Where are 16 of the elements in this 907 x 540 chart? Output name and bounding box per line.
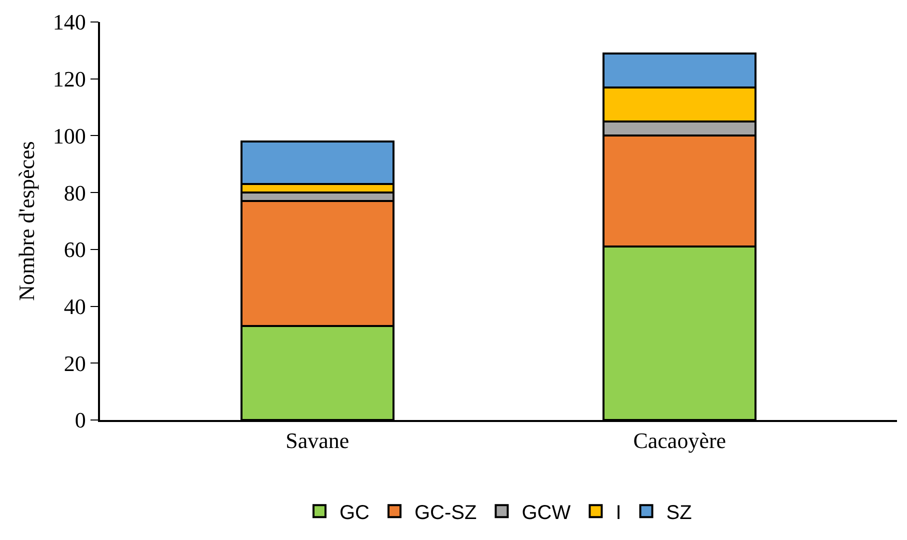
y-tick-label: 20: [64, 350, 86, 376]
y-tick-label: 0: [74, 408, 86, 433]
legend-label: GC: [340, 502, 370, 524]
legend-label: GCW: [522, 502, 571, 524]
y-tick-label: 100: [52, 123, 86, 148]
legend-label: SZ: [666, 502, 692, 524]
legend-label: GC-SZ: [414, 502, 477, 524]
y-axis-title: Nombre d'espèces: [14, 141, 40, 301]
y-tick-label: 40: [64, 294, 86, 319]
y-tick-label: 80: [64, 180, 86, 206]
x-tick-label: Cacaoyère: [633, 428, 726, 454]
y-tick-label: 120: [52, 66, 86, 92]
y-tick-label: 60: [64, 237, 86, 262]
x-tick-label: Savane: [286, 428, 350, 454]
legend-label: I: [616, 502, 622, 524]
y-tick-label: 140: [52, 10, 86, 35]
